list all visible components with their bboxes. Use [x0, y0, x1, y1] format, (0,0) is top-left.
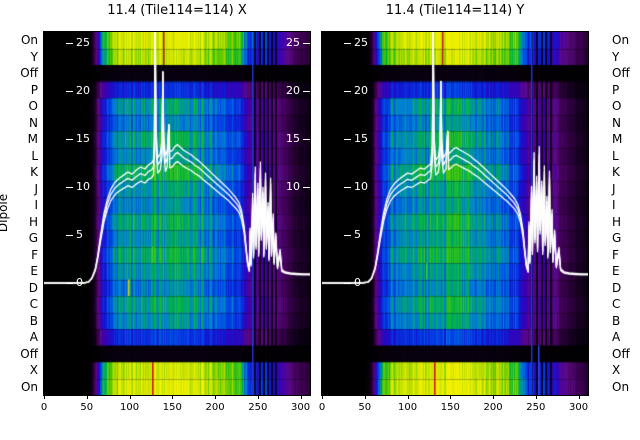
dipole-label-right: Off [612, 346, 630, 361]
dipole-label-right: J [612, 181, 616, 196]
panel-y-title: 11.4 (Tile114=114) Y [385, 3, 525, 18]
x-tick-label: 50 [80, 402, 94, 413]
x-tick-mark [215, 395, 217, 399]
heatmap-canvas [322, 32, 588, 395]
dipole-label-right: G [612, 231, 622, 246]
dipole-label-right: B [612, 313, 621, 328]
x-tick-label: 200 [205, 402, 225, 413]
dipole-label-left: C [29, 297, 38, 312]
dipole-label-left: B [29, 313, 38, 328]
dipole-label-right: I [612, 198, 616, 213]
dipole-label-right: X [612, 363, 621, 378]
dipole-label-left: Off [20, 346, 38, 361]
x-tick-mark [257, 395, 259, 399]
panel-frame [43, 31, 311, 396]
x-tick-label: 50 [358, 402, 372, 413]
x-tick-label: 0 [318, 402, 326, 413]
dipole-label-right: M [612, 132, 623, 147]
dipole-label-left: G [28, 231, 38, 246]
x-tick-mark [322, 395, 323, 399]
dipole-label-right: O [612, 99, 622, 114]
dipole-label-left: P [30, 82, 38, 97]
dipole-label-left: J [34, 181, 38, 196]
dipole-label-left: K [30, 165, 38, 180]
dipole-label-left: E [30, 264, 38, 279]
dipole-label-right: D [612, 280, 622, 295]
x-tick-mark [493, 395, 495, 399]
dipole-label-right: H [612, 214, 622, 229]
panel-x-title: 11.4 (Tile114=114) X [107, 3, 247, 18]
dipole-label-left: N [29, 115, 38, 130]
x-tick-mark [86, 395, 88, 399]
dipole-label-left: On [20, 379, 38, 394]
dipole-label-left: D [28, 280, 38, 295]
dipole-label-right: C [612, 297, 621, 312]
dipole-label-right: N [612, 115, 621, 130]
x-tick-mark [300, 395, 302, 399]
dipole-label-left: Off [20, 66, 38, 81]
dipole-label-right: Y [612, 49, 620, 64]
x-tick-mark [578, 395, 580, 399]
x-tick-mark [129, 395, 131, 399]
dipole-label-right: E [612, 264, 620, 279]
dipole-label-left: I [34, 198, 38, 213]
x-tick-label: 300 [569, 402, 589, 413]
x-tick-mark [44, 395, 45, 399]
x-tick-label: 150 [440, 402, 460, 413]
dipole-label-left: L [31, 148, 38, 163]
dipole-label-left: M [27, 132, 38, 147]
x-tick-label: 100 [397, 402, 418, 413]
dipole-label-right: F [612, 247, 619, 262]
dipole-label-left: A [29, 330, 38, 345]
x-tick-label: 100 [119, 402, 140, 413]
x-tick-label: 250 [248, 402, 268, 413]
dipole-label-left: X [29, 363, 38, 378]
dipole-label-left: F [31, 247, 38, 262]
dipole-label-right: K [612, 165, 620, 180]
x-tick-mark [535, 395, 537, 399]
dipole-label-right: Off [612, 66, 630, 81]
heatmap-canvas [44, 32, 310, 395]
dipole-label-left: H [28, 214, 38, 229]
panel-frame [321, 31, 589, 396]
x-tick-label: 300 [291, 402, 311, 413]
x-tick-mark [172, 395, 174, 399]
x-tick-mark [450, 395, 452, 399]
dipole-label-right: P [612, 82, 620, 97]
x-tick-label: 0 [40, 402, 48, 413]
x-tick-label: 200 [483, 402, 503, 413]
x-tick-label: 250 [526, 402, 546, 413]
dipole-label-left: O [28, 99, 38, 114]
dipole-label-right: L [612, 148, 619, 163]
dipole-label-right: A [612, 330, 621, 345]
dipole-label-left: Y [30, 49, 38, 64]
x-tick-mark [364, 395, 366, 399]
dipole-label-left: On [20, 33, 38, 48]
x-tick-label: 150 [162, 402, 182, 413]
dipole-label-right: On [612, 379, 630, 394]
x-tick-mark [407, 395, 409, 399]
dipole-label-right: On [612, 33, 630, 48]
